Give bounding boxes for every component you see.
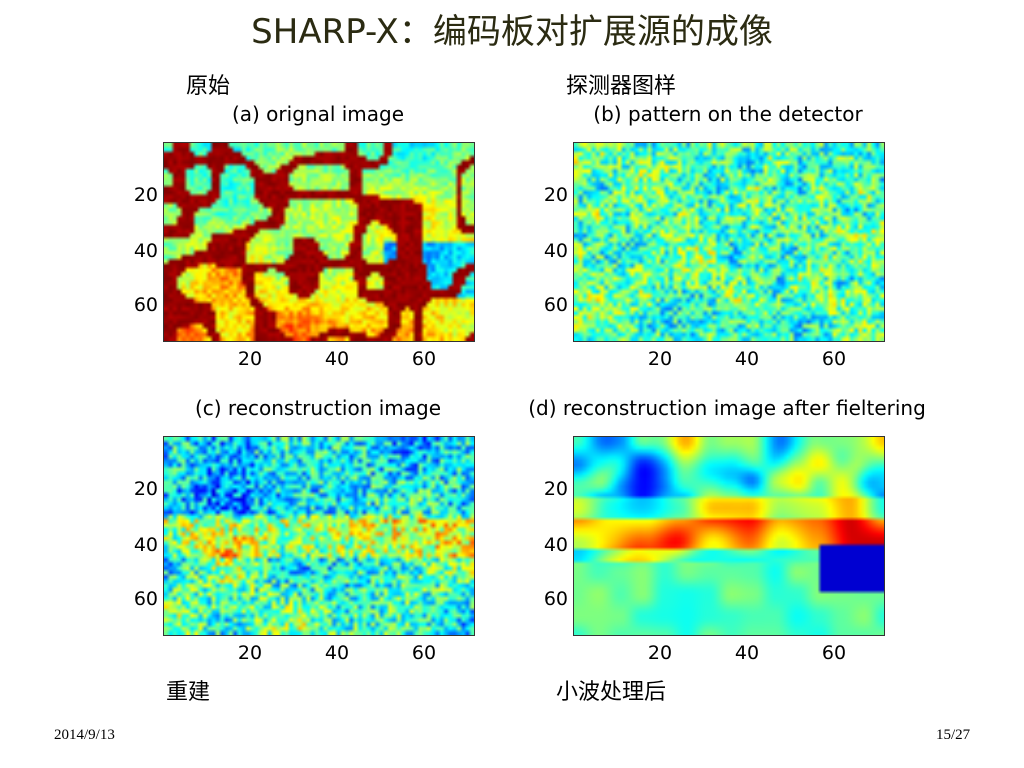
panel-b-xtick: 20	[647, 348, 673, 370]
panel-a-heatmap	[163, 142, 475, 342]
panel-b-ytick: 60	[543, 294, 568, 316]
panel-a-title: (a) orignal image	[231, 102, 405, 126]
panel-b-heatmap	[573, 142, 885, 342]
detector-label: 探测器图样	[566, 74, 677, 99]
reconstruction-label: 重建	[166, 680, 211, 705]
panel-a-xtick: 60	[411, 348, 437, 370]
slide-title: SHARP-X：编码板对扩展源的成像	[251, 12, 773, 52]
panel-d-xtick: 20	[647, 642, 673, 664]
slide-page-number: 15/27	[936, 727, 971, 743]
panel-b-ytick: 20	[543, 184, 568, 206]
panel-d-ytick: 60	[543, 588, 568, 610]
panel-a-ytick: 60	[133, 294, 158, 316]
panel-c-xtick: 20	[237, 642, 263, 664]
panel-d-ytick: 40	[543, 534, 568, 556]
original-label: 原始	[186, 74, 231, 99]
panel-d-title: (d) reconstruction image after fielterin…	[528, 396, 926, 420]
panel-c-heatmap	[163, 436, 475, 636]
panel-b-xtick: 60	[821, 348, 847, 370]
panel-d-xtick: 60	[821, 642, 847, 664]
panel-b-ytick: 40	[543, 240, 568, 262]
panel-c-ytick: 60	[133, 588, 158, 610]
panel-a-ytick: 20	[133, 184, 158, 206]
slide-date: 2014/9/13	[54, 727, 115, 743]
panel-c-title: (c) reconstruction image	[194, 396, 442, 420]
panel-c-ytick: 40	[133, 534, 158, 556]
panel-c-xtick: 40	[324, 642, 350, 664]
wavelet-label: 小波处理后	[556, 680, 667, 705]
panel-a-xtick: 20	[237, 348, 263, 370]
panel-b-title: (b) pattern on the detector	[593, 102, 863, 126]
panel-d-ytick: 20	[543, 478, 568, 500]
panel-a-ytick: 40	[133, 240, 158, 262]
panel-d-xtick: 40	[734, 642, 760, 664]
panel-c-xtick: 60	[411, 642, 437, 664]
panel-a-xtick: 40	[324, 348, 350, 370]
panel-c-ytick: 20	[133, 478, 158, 500]
panel-b-xtick: 40	[734, 348, 760, 370]
panel-d-heatmap	[573, 436, 885, 636]
